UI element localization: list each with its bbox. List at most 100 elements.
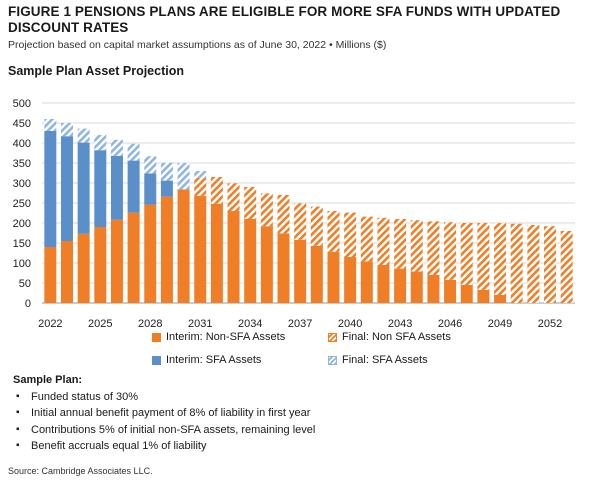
bar-final-sfa-assets-2023 [60, 123, 73, 137]
bar-final-non-sfa-assets-2052 [544, 226, 557, 303]
y-tick-label: 200 [13, 218, 31, 230]
bar-final-non-sfa-assets-2046 [444, 222, 457, 280]
legend-swatch-interim-sfa [152, 355, 161, 365]
bar-final-non-sfa-assets-2044 [410, 220, 423, 272]
bar-final-non-sfa-assets-2037 [294, 203, 307, 240]
bar-interim-non-sfa-assets-2031 [194, 195, 207, 303]
bar-final-sfa-assets-2026 [110, 139, 123, 156]
list-item: Initial annual benefit payment of 8% of … [13, 405, 315, 422]
bar-interim-non-sfa-assets-2030 [177, 189, 190, 303]
bar-interim-non-sfa-assets-2023 [60, 241, 73, 303]
x-axis-ticks: 2022 2025 2028 2031 2034 2037 2040 2043 2046 2049… [38, 318, 562, 330]
bar-interim-non-sfa-assets-2027 [127, 212, 140, 303]
list-item: Funded status of 30% [13, 389, 315, 406]
bar-final-non-sfa-assets-2050 [510, 223, 523, 303]
legend-swatch-final-sfa [328, 355, 337, 365]
bar-interim-non-sfa-assets-2045 [427, 275, 440, 303]
bar-final-non-sfa-assets-2045 [427, 221, 440, 275]
bar-final-non-sfa-assets-2053 [560, 231, 573, 303]
bar-final-non-sfa-assets-2042 [377, 217, 390, 265]
bar-interim-sfa-assets-2029 [160, 180, 173, 197]
y-tick-label: 350 [13, 158, 31, 170]
bar-final-sfa-assets-2024 [77, 128, 90, 143]
notes-list: Funded status of 30% Initial annual bene… [13, 389, 315, 455]
bar-interim-non-sfa-assets-2034 [244, 219, 257, 303]
legend-label-interim-non-sfa: Interim: Non-SFA Assets [166, 331, 286, 343]
bar-final-non-sfa-assets-2035 [260, 193, 273, 227]
bar-interim-sfa-assets-2023 [60, 136, 73, 241]
x-tick-label: 2031 [188, 318, 212, 330]
bar-interim-non-sfa-assets-2035 [260, 226, 273, 303]
bar-interim-sfa-assets-2024 [77, 142, 90, 234]
legend-swatch-final-non-sfa [328, 332, 337, 342]
bar-interim-non-sfa-assets-2032 [210, 203, 223, 303]
y-tick-label: 500 [13, 98, 31, 110]
legend-item-interim-sfa: Interim: SFA Assets [152, 354, 261, 366]
bar-interim-non-sfa-assets-2025 [94, 227, 107, 303]
bar-interim-sfa-assets-2025 [94, 150, 107, 227]
x-tick-label: 2034 [238, 318, 262, 330]
x-tick-label: 2028 [138, 318, 162, 330]
bar-interim-non-sfa-assets-2022 [44, 247, 57, 303]
y-tick-label: 0 [25, 298, 31, 310]
x-tick-label: 2052 [538, 318, 562, 330]
notes-heading: Sample Plan: [13, 374, 83, 386]
source-note: Source: Cambridge Associates LLC. [8, 466, 153, 476]
y-tick-label: 300 [13, 178, 31, 190]
legend-label-interim-sfa: Interim: SFA Assets [166, 354, 262, 366]
bar-interim-non-sfa-assets-2038 [310, 245, 323, 303]
bar-interim-non-sfa-assets-2039 [327, 251, 340, 303]
y-tick-label: 50 [19, 278, 31, 290]
bar-interim-non-sfa-assets-2029 [160, 196, 173, 303]
y-tick-label: 450 [13, 118, 31, 130]
bar-interim-non-sfa-assets-2026 [110, 219, 123, 303]
bar-final-non-sfa-assets-2048 [477, 223, 490, 290]
figure-title: FIGURE 1 PENSIONS PLANS ARE ELIGIBLE FOR… [8, 4, 561, 35]
bar-final-non-sfa-assets-2038 [310, 206, 323, 246]
bar-final-non-sfa-assets-2049 [494, 223, 507, 295]
x-tick-label: 2022 [38, 318, 62, 330]
legend-item-final-sfa: Final: SFA Assets [328, 354, 428, 366]
y-axis-ticks: 0 50 100 150 200 250 300 350 400 450 500 [13, 98, 31, 310]
x-tick-label: 2043 [388, 318, 412, 330]
bar-final-non-sfa-assets-2031 [194, 177, 207, 196]
bar-final-sfa-assets-2022 [44, 119, 57, 131]
bar-interim-non-sfa-assets-2028 [144, 204, 157, 303]
x-tick-label: 2040 [338, 318, 362, 330]
bar-interim-non-sfa-assets-2047 [460, 285, 473, 303]
bar-interim-non-sfa-assets-2044 [410, 271, 423, 303]
bar-final-non-sfa-assets-2051 [527, 225, 540, 303]
bars [44, 119, 573, 303]
y-tick-label: 150 [13, 238, 31, 250]
bar-interim-sfa-assets-2026 [110, 155, 123, 220]
bar-interim-non-sfa-assets-2048 [477, 289, 490, 303]
bar-final-non-sfa-assets-2039 [327, 211, 340, 252]
bar-interim-non-sfa-assets-2043 [394, 268, 407, 303]
bar-final-non-sfa-assets-2033 [227, 183, 240, 211]
sample-plan-notes: Sample Plan: Funded status of 30% Initia… [13, 372, 315, 455]
bar-interim-non-sfa-assets-2040 [344, 257, 357, 303]
bar-final-non-sfa-assets-2041 [360, 216, 373, 262]
y-tick-label: 250 [13, 198, 31, 210]
figure-subtitle: Projection based on capital market assum… [8, 39, 387, 51]
list-item: Benefit accruals equal 1% of liability [13, 438, 315, 455]
bar-interim-non-sfa-assets-2041 [360, 261, 373, 303]
bar-final-non-sfa-assets-2034 [244, 187, 257, 219]
bar-interim-non-sfa-assets-2037 [294, 239, 307, 303]
bar-final-sfa-assets-2025 [94, 135, 107, 151]
bar-final-non-sfa-assets-2032 [210, 177, 223, 204]
bar-final-sfa-assets-2027 [127, 143, 140, 161]
x-tick-label: 2025 [88, 318, 112, 330]
bar-final-sfa-assets-2031 [194, 171, 207, 178]
legend-item-interim-non-sfa: Interim: Non-SFA Assets [152, 331, 285, 343]
bar-interim-non-sfa-assets-2049 [494, 295, 507, 303]
bar-interim-non-sfa-assets-2046 [444, 279, 457, 303]
bar-interim-non-sfa-assets-2042 [377, 265, 390, 303]
bar-interim-sfa-assets-2027 [127, 160, 140, 213]
legend-swatch-interim-non-sfa [152, 332, 161, 342]
bar-interim-non-sfa-assets-2036 [277, 233, 290, 303]
x-tick-label: 2046 [438, 318, 462, 330]
bar-interim-sfa-assets-2022 [44, 131, 57, 247]
chart-title: Sample Plan Asset Projection [8, 64, 184, 78]
